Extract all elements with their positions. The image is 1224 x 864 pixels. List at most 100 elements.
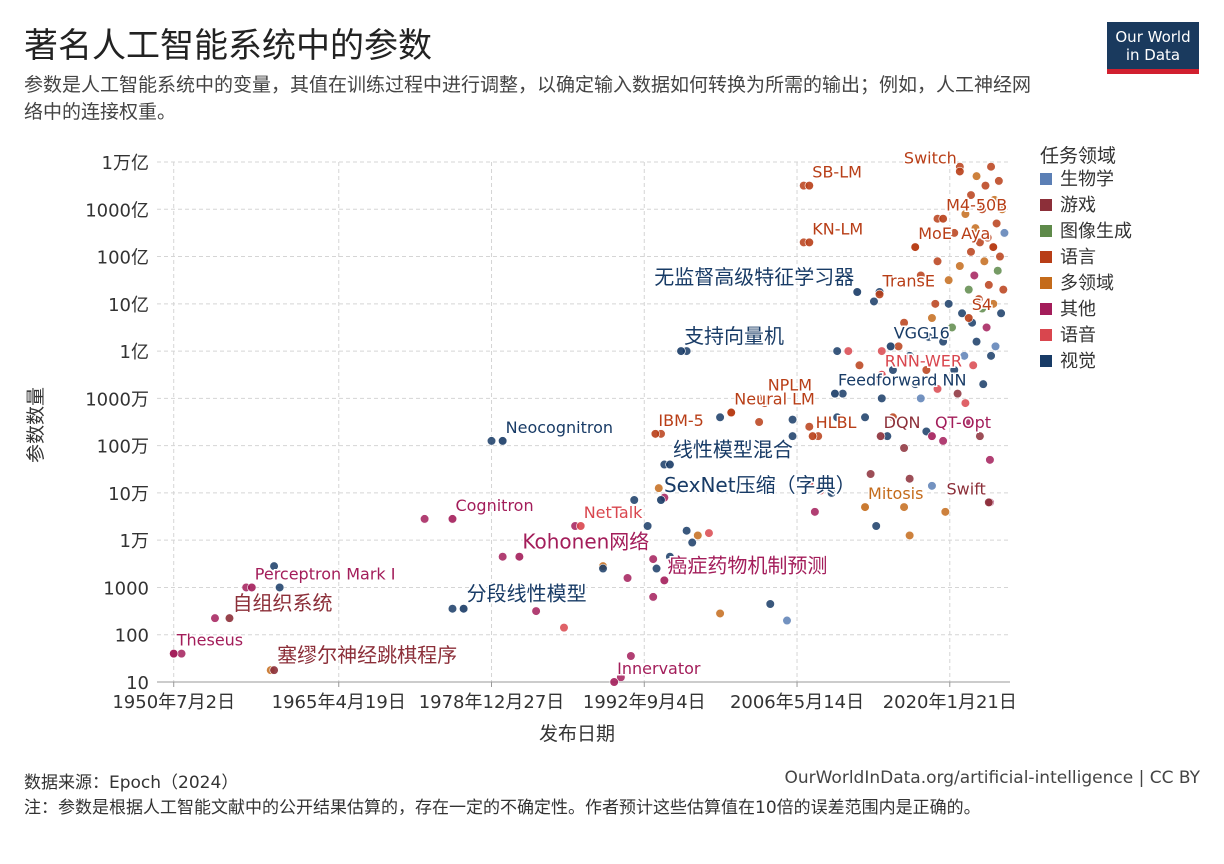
data-point[interactable] [971,337,982,347]
data-point[interactable] [975,237,985,247]
data-point[interactable] [988,299,998,309]
data-point[interactable] [916,393,926,403]
data-point[interactable] [938,436,948,446]
data-point[interactable] [949,228,959,238]
labeled-data-point[interactable] [955,166,965,177]
data-point[interactable] [932,384,943,394]
data-point[interactable] [996,308,1006,318]
data-point[interactable] [866,469,876,479]
data-point[interactable] [651,563,662,574]
data-point[interactable] [947,322,957,333]
data-point[interactable] [559,623,569,633]
data-point[interactable] [971,171,982,181]
data-point[interactable] [993,266,1003,276]
data-point[interactable] [985,455,995,465]
data-point[interactable] [420,514,430,524]
data-point[interactable] [924,332,934,342]
labeled-data-point[interactable] [269,665,279,675]
labeled-data-point[interactable] [876,431,886,441]
data-point[interactable] [629,495,639,505]
data-point[interactable] [869,296,879,307]
data-point[interactable] [980,181,991,191]
labeled-data-point[interactable] [988,242,998,252]
data-point[interactable] [986,162,996,172]
data-point[interactable] [961,417,972,427]
data-point[interactable] [966,247,976,257]
data-point[interactable] [832,346,842,356]
data-point[interactable] [815,485,826,496]
data-point[interactable] [952,389,963,399]
data-point[interactable] [955,261,965,271]
labeled-data-point[interactable] [224,613,235,623]
data-point[interactable] [964,285,974,295]
labeled-data-point[interactable] [169,649,179,659]
data-point[interactable] [787,415,798,425]
legend-item-label[interactable]: 生物学 [1060,169,1114,190]
data-point[interactable] [999,228,1010,238]
data-point[interactable] [930,299,940,309]
data-point[interactable] [888,412,898,422]
data-point[interactable] [810,507,820,517]
data-point[interactable] [959,351,969,361]
labeled-data-point[interactable] [459,604,469,614]
labeled-data-point[interactable] [650,429,661,439]
labeled-data-point[interactable] [514,552,524,562]
data-point[interactable] [804,478,814,489]
data-point[interactable] [975,431,985,441]
data-point[interactable] [854,360,865,370]
data-point[interactable] [968,360,978,370]
labeled-data-point[interactable] [726,407,736,418]
data-point[interactable] [888,365,898,375]
data-point[interactable] [765,599,775,609]
labeled-data-point[interactable] [665,459,675,470]
data-point[interactable] [960,209,970,219]
data-point[interactable] [905,474,915,484]
data-point[interactable] [643,521,653,531]
data-point[interactable] [966,190,976,200]
labeled-data-point[interactable] [874,289,885,299]
data-point[interactable] [970,223,981,233]
source-link[interactable]: OurWorldInData.org/artificial-intelligen… [784,768,1200,788]
data-point[interactable] [648,554,658,564]
labeled-data-point[interactable] [964,313,974,323]
legend-item-label[interactable]: 多领域 [1060,273,1114,294]
labeled-data-point[interactable] [247,582,257,593]
data-point[interactable] [804,422,814,432]
labeled-data-point[interactable] [676,346,686,356]
data-point[interactable] [992,218,1002,229]
data-point[interactable] [832,412,842,422]
data-point[interactable] [932,256,943,266]
data-point[interactable] [984,280,994,290]
data-point[interactable] [997,204,1007,214]
data-point[interactable] [782,615,792,626]
legend-item-label[interactable]: 视觉 [1060,351,1096,372]
data-point[interactable] [893,341,904,351]
data-point[interactable] [275,582,285,593]
data-point[interactable] [269,561,279,571]
data-point[interactable] [871,521,881,531]
data-point[interactable] [877,346,887,356]
data-point[interactable] [447,604,458,614]
data-point[interactable] [715,608,725,619]
data-point[interactable] [995,251,1005,262]
data-point[interactable] [654,483,664,493]
data-point[interactable] [693,530,703,541]
legend-item-label[interactable]: 其他 [1060,299,1096,320]
data-point[interactable] [978,379,988,389]
data-point[interactable] [899,318,909,328]
data-point[interactable] [979,256,989,266]
data-point[interactable] [598,563,608,574]
data-point[interactable] [787,431,798,441]
data-point[interactable] [877,393,887,403]
data-point[interactable] [665,552,675,562]
data-point[interactable] [974,294,984,304]
labeled-data-point[interactable] [760,393,770,403]
data-point[interactable] [960,398,970,408]
data-point[interactable] [498,552,508,562]
data-point[interactable] [826,488,837,498]
labeled-data-point[interactable] [609,677,619,687]
labeled-data-point[interactable] [576,521,586,531]
labeled-data-point[interactable] [927,431,937,441]
data-point[interactable] [994,176,1004,186]
data-point[interactable] [927,481,937,491]
